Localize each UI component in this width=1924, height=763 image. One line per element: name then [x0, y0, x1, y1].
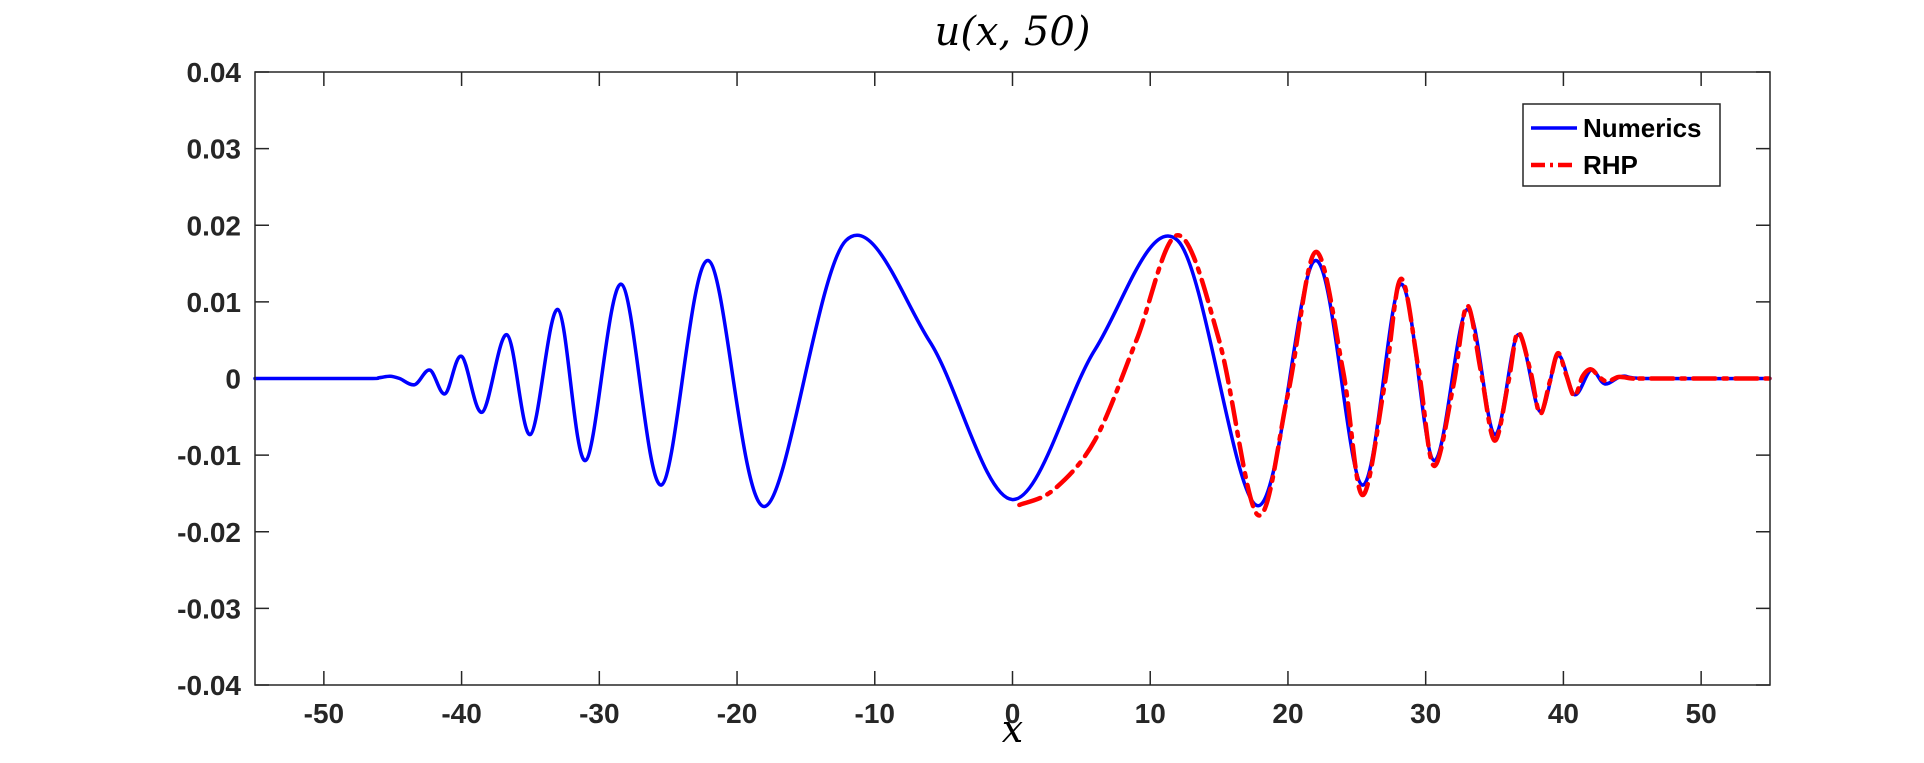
plot-area	[255, 72, 1770, 685]
x-tick-label: 0	[1005, 698, 1021, 729]
y-tick-label: 0.03	[187, 134, 242, 165]
x-tick-label: -30	[579, 698, 619, 729]
y-tick-label: -0.03	[177, 593, 241, 624]
tick-labels: -50 -40 -30 -20 -10 0 10 20 30 40 50 0.04 0.03 0.02 0.…	[177, 57, 1717, 729]
x-tick-label: -10	[855, 698, 895, 729]
x-tick-label: 50	[1686, 698, 1717, 729]
legend-box	[1522, 103, 1721, 187]
y-tick-label: 0.01	[187, 287, 242, 318]
series-line-rhp	[1017, 232, 1773, 518]
x-tick-label: 10	[1135, 698, 1166, 729]
legend-label-rhp: RHP	[1583, 150, 1638, 180]
x-axis-label: x	[1002, 707, 1023, 751]
chart-title: u(x, 50)	[935, 9, 1091, 55]
y-tick-label: 0	[225, 364, 241, 395]
x-tick-label: 40	[1548, 698, 1579, 729]
x-tick-label: 30	[1410, 698, 1441, 729]
y-tick-label: 0.02	[187, 210, 242, 241]
x-tick-label: -40	[441, 698, 481, 729]
plot-frame	[254, 71, 1771, 686]
legend: Numerics RHP	[1522, 103, 1721, 187]
y-tick-label: -0.01	[177, 440, 241, 471]
y-tick-label: -0.04	[177, 670, 241, 701]
y-tick-label: 0.04	[187, 57, 242, 88]
x-tick-label: -20	[717, 698, 757, 729]
series-layer	[253, 232, 1773, 518]
legend-label-numerics: Numerics	[1583, 113, 1702, 143]
x-tick-label: 20	[1272, 698, 1303, 729]
x-tick-label: -50	[304, 698, 344, 729]
y-tick-label: -0.02	[177, 517, 241, 548]
